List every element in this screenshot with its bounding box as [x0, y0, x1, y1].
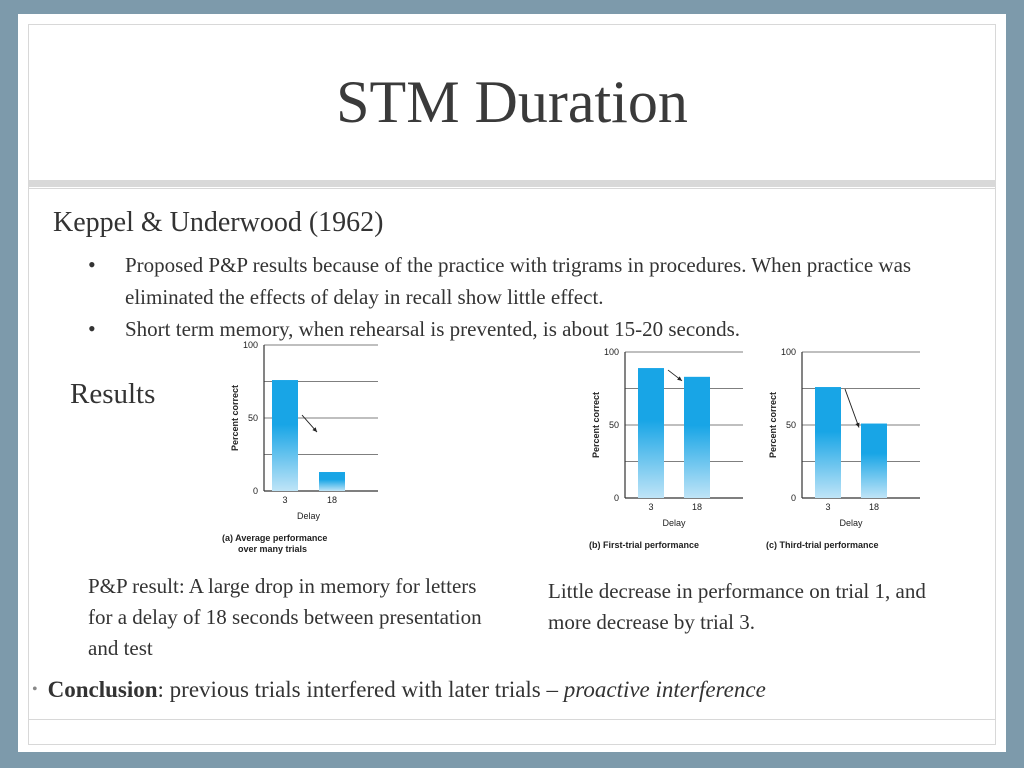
x-axis-label: Delay [297, 511, 321, 521]
bullet-text-1: Proposed P&P results because of the prac… [125, 253, 912, 309]
y-tick-label: 50 [786, 420, 796, 430]
chart-title-line: (b) First-trial performance [589, 540, 699, 550]
chart-title-line: (c) Third-trial performance [766, 540, 879, 550]
bar-delay-18 [319, 472, 345, 491]
y-tick-label: 100 [604, 347, 619, 357]
y-tick-label: 100 [243, 340, 258, 350]
bar-delay-3 [638, 368, 664, 498]
y-tick-label: 0 [253, 486, 258, 496]
y-axis-label: Percent correct [768, 392, 778, 458]
slide [18, 14, 1006, 752]
conclusion-bold: Conclusion [47, 677, 158, 702]
x-tick-label: 18 [869, 502, 879, 512]
bullet-marker-2: • [88, 316, 96, 341]
y-tick-label: 50 [609, 420, 619, 430]
decline-arrow [844, 388, 860, 428]
arrow-head [312, 427, 317, 433]
y-tick-label: 100 [781, 347, 796, 357]
x-tick-label: 18 [327, 495, 337, 505]
page-title: STM Duration [336, 69, 688, 135]
x-tick-label: 3 [282, 495, 287, 505]
chart-title-line: over many trials [238, 544, 307, 554]
chart-title-line: (a) Average performance [222, 533, 327, 543]
y-axis-label: Percent correct [230, 385, 240, 451]
arrow-head [855, 422, 860, 428]
conclusion-line: • Conclusion: previous trials interfered … [32, 674, 766, 706]
x-tick-label: 3 [648, 502, 653, 512]
chart-first-trial: 0 50 100 Percent correct 3 18 Delay (b) First-t… [589, 347, 743, 550]
bar-delay-18 [861, 423, 887, 498]
bullet-marker-1: • [88, 252, 96, 277]
conclusion-italic: proactive interference [563, 677, 766, 702]
y-tick-label: 50 [248, 413, 258, 423]
y-axis-label: Percent correct [591, 392, 601, 458]
bar-delay-3 [815, 387, 841, 498]
conclusion-text: : previous trials interfered with later … [157, 677, 564, 702]
chart-average-performance: 0 50 100 Percent correct 3 18 Delay (a) Average… [222, 340, 378, 554]
bar-delay-3 [272, 380, 298, 491]
results-label: Results [70, 378, 156, 410]
title-divider [28, 180, 996, 187]
y-tick-label: 0 [791, 493, 796, 503]
x-axis-label: Delay [662, 518, 686, 528]
x-axis-label: Delay [839, 518, 863, 528]
caption-trial-comparison: Little decrease in performance on trial … [548, 579, 926, 634]
conclusion-bullet: • [32, 681, 38, 698]
content-panel-frame [28, 188, 996, 720]
bar-delay-18 [684, 376, 710, 498]
arrow-head [677, 376, 682, 381]
x-tick-label: 3 [825, 502, 830, 512]
chart-third-trial: 0 50 100 Percent correct 3 18 Delay (c) Third-t… [766, 347, 920, 550]
caption-pp-result: P&P result: A large drop in memory for l… [88, 574, 482, 660]
x-tick-label: 18 [692, 502, 702, 512]
study-heading: Keppel & Underwood (1962) [53, 207, 384, 238]
bullet-text-2: Short term memory, when rehearsal is pre… [125, 317, 741, 341]
y-tick-label: 0 [614, 493, 619, 503]
